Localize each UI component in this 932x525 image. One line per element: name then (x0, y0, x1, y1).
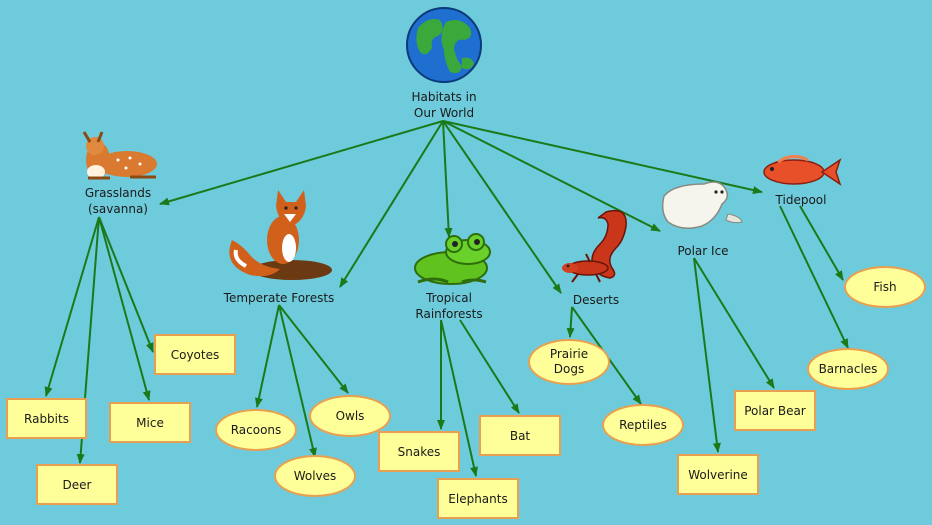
edge-des-prairie (566, 306, 575, 338)
salamander-icon (562, 209, 627, 283)
edge-grass-rabbits (44, 216, 100, 397)
node-coyotes: Coyotes (154, 334, 236, 375)
edge-polar-polarbear (693, 257, 775, 389)
habitat-tidepool: Tidepool (775, 193, 827, 207)
edge-root-deserts (442, 120, 562, 294)
edge-polar-wolverine (693, 257, 721, 453)
node-reptiles: Reptiles (602, 404, 684, 446)
root-label: Habitats in Our World (411, 90, 477, 120)
edge-temp-owls (278, 304, 349, 394)
edge-temp-racoons (254, 304, 280, 408)
edge-temp-wolves (278, 304, 317, 458)
node-bat: Bat (479, 415, 561, 456)
node-racoons: Racoons (215, 409, 297, 451)
edge-root-polar (442, 120, 661, 232)
node-barnacles: Barnacles (807, 348, 889, 390)
node-owls: Owls (309, 395, 391, 437)
edge-root-tropical (442, 120, 453, 238)
node-fish: Fish (844, 266, 926, 308)
node-wolverine: Wolverine (677, 454, 759, 495)
habitat-tropical-rainforests: Tropical Rainforests (415, 291, 483, 321)
fish-icon (763, 155, 842, 186)
node-polar-bear: Polar Bear (734, 390, 816, 431)
edge-tide-fish (799, 205, 844, 281)
edge-root-temperate (339, 120, 444, 288)
edge-root-tidepool (442, 120, 763, 194)
habitat-temperate-forests: Temperate Forests (223, 291, 335, 305)
edge-grass-mice (98, 216, 151, 401)
frog-icon (414, 233, 491, 285)
deer-icon (82, 131, 157, 180)
globe-icon (406, 7, 482, 83)
edge-trop-bat (459, 319, 520, 414)
edge-root-grasslands (159, 120, 444, 206)
node-elephants: Elephants (437, 478, 519, 519)
habitat-deserts: Deserts (572, 293, 620, 307)
edge-grass-coyotes (98, 216, 154, 353)
habitat-polar-ice: Polar Ice (677, 244, 729, 258)
node-wolves: Wolves (274, 455, 356, 497)
node-rabbits: Rabbits (6, 398, 87, 439)
habitat-grasslands: Grasslands (savanna) (84, 186, 152, 216)
node-mice: Mice (109, 402, 191, 443)
node-snakes: Snakes (378, 431, 460, 472)
edge-trop-elephants (440, 319, 478, 477)
node-prairie-dogs: Prairie Dogs (528, 339, 610, 385)
node-deer: Deer (36, 464, 118, 505)
fox-icon (229, 190, 332, 280)
edge-tide-barnacles (779, 205, 849, 349)
seal-icon (661, 181, 743, 229)
